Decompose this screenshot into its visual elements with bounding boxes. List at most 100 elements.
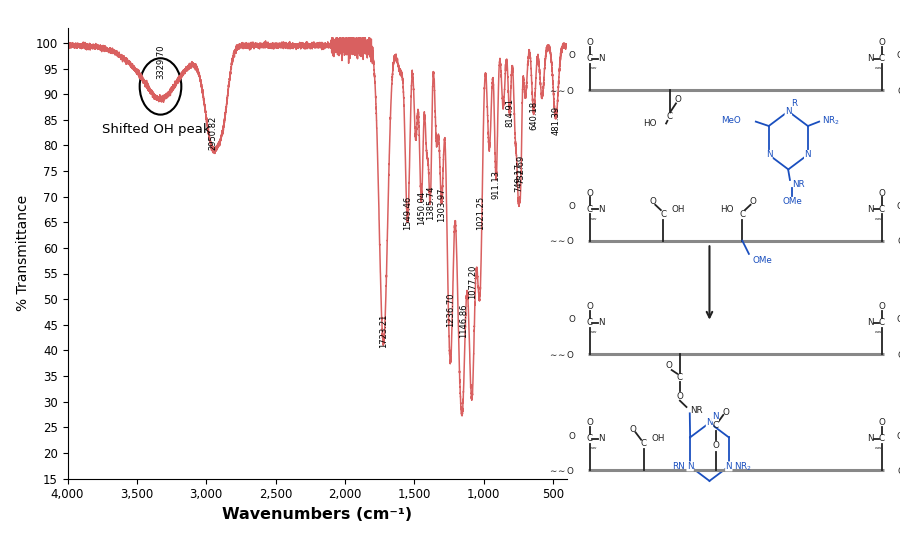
- Text: $_{ww}$: $_{ww}$: [874, 66, 882, 72]
- Text: N: N: [868, 54, 874, 63]
- Text: $_{ww}$: $_{ww}$: [590, 330, 598, 336]
- Text: HO: HO: [721, 205, 734, 213]
- Text: N: N: [706, 419, 713, 427]
- Text: C: C: [879, 205, 885, 213]
- Text: O: O: [713, 441, 719, 450]
- Text: $_{ww}$: $_{ww}$: [874, 446, 882, 452]
- Text: N: N: [598, 434, 604, 443]
- Text: O: O: [896, 432, 900, 441]
- Text: NR$_2$: NR$_2$: [823, 114, 841, 127]
- Text: $_{ww}$: $_{ww}$: [590, 446, 598, 452]
- Text: C: C: [677, 373, 683, 382]
- Text: C: C: [879, 54, 885, 63]
- Y-axis label: % Transmittance: % Transmittance: [16, 195, 30, 311]
- Text: C: C: [661, 210, 667, 219]
- Text: 1077.20: 1077.20: [469, 265, 478, 299]
- Text: 814.91: 814.91: [505, 98, 514, 128]
- Text: $\sim\!\!\sim$O: $\sim\!\!\sim$O: [548, 349, 575, 360]
- Text: O: O: [586, 38, 593, 47]
- Text: O: O: [896, 315, 900, 324]
- Text: O: O: [666, 361, 672, 370]
- Text: C: C: [641, 439, 647, 448]
- Text: N: N: [868, 205, 874, 213]
- Text: 2950.82: 2950.82: [209, 116, 218, 151]
- Text: O: O: [723, 408, 729, 417]
- Text: NR: NR: [689, 406, 702, 415]
- Text: O: O: [586, 302, 593, 311]
- Text: 3329.70: 3329.70: [156, 44, 165, 79]
- Text: O$\sim\!\!\sim$: O$\sim\!\!\sim$: [896, 235, 900, 246]
- Text: 911.13: 911.13: [491, 170, 500, 199]
- Text: O: O: [878, 419, 886, 427]
- Text: O$\sim\!\!\sim$: O$\sim\!\!\sim$: [896, 85, 900, 96]
- Text: O: O: [586, 189, 593, 197]
- Text: N: N: [868, 434, 874, 443]
- Text: $_{ww}$: $_{ww}$: [874, 217, 882, 223]
- Text: O: O: [568, 51, 575, 60]
- Text: RN: RN: [672, 462, 685, 471]
- Text: O: O: [878, 302, 886, 311]
- X-axis label: Wavenumbers (cm⁻¹): Wavenumbers (cm⁻¹): [222, 507, 412, 522]
- Text: C: C: [713, 421, 719, 430]
- Text: $_{ww}$: $_{ww}$: [590, 66, 598, 72]
- Text: O: O: [677, 392, 683, 401]
- Text: OH: OH: [671, 205, 685, 213]
- Text: 1303.97: 1303.97: [437, 188, 446, 222]
- Text: 481.39: 481.39: [551, 106, 560, 135]
- Text: O: O: [878, 189, 886, 197]
- Text: O: O: [568, 202, 575, 211]
- Text: C: C: [587, 318, 592, 327]
- Text: R: R: [791, 99, 797, 108]
- Text: N: N: [785, 107, 792, 116]
- Text: O$\sim\!\!\sim$: O$\sim\!\!\sim$: [896, 349, 900, 360]
- Text: $\sim\!\!\sim$O: $\sim\!\!\sim$O: [548, 235, 575, 246]
- Text: 640.18: 640.18: [529, 101, 538, 130]
- Text: $\sim\!\!\sim$O: $\sim\!\!\sim$O: [548, 85, 575, 96]
- Text: $_{ww}$: $_{ww}$: [590, 217, 598, 223]
- Text: C: C: [587, 205, 592, 213]
- Text: 1021.25: 1021.25: [476, 196, 485, 230]
- Text: N: N: [805, 150, 811, 159]
- Text: 732.69: 732.69: [517, 155, 526, 184]
- Text: NR: NR: [792, 180, 805, 189]
- Text: O: O: [896, 51, 900, 60]
- Text: $_{ww}$: $_{ww}$: [874, 330, 882, 336]
- Text: O: O: [675, 95, 681, 104]
- Text: N: N: [725, 462, 732, 471]
- Text: O: O: [586, 419, 593, 427]
- Text: HO: HO: [644, 119, 657, 128]
- Text: O: O: [629, 425, 636, 434]
- Text: N: N: [868, 318, 874, 327]
- Text: O: O: [568, 315, 575, 324]
- Text: C: C: [739, 210, 745, 219]
- Text: N: N: [766, 150, 772, 159]
- Text: OMe: OMe: [752, 256, 772, 265]
- Text: MeO: MeO: [721, 116, 741, 125]
- Text: O: O: [649, 197, 656, 206]
- Text: C: C: [879, 318, 885, 327]
- Text: O: O: [568, 432, 575, 441]
- Text: NR$_2$: NR$_2$: [734, 460, 752, 472]
- Text: 1146.86: 1146.86: [459, 303, 468, 338]
- Text: N: N: [687, 462, 693, 471]
- Text: 1385.74: 1385.74: [426, 185, 435, 219]
- Text: OH: OH: [652, 434, 665, 443]
- Text: C: C: [879, 434, 885, 443]
- Text: 1549.46: 1549.46: [403, 196, 412, 230]
- Text: 749.17: 749.17: [514, 162, 523, 191]
- Text: 1236.70: 1236.70: [446, 293, 455, 327]
- Text: 1450.04: 1450.04: [417, 191, 426, 225]
- Text: N: N: [598, 318, 604, 327]
- Text: N: N: [712, 412, 718, 421]
- Text: Shifted OH peak: Shifted OH peak: [103, 124, 211, 136]
- Text: C: C: [667, 112, 673, 121]
- Text: C: C: [587, 434, 592, 443]
- Text: N: N: [598, 205, 604, 213]
- Text: O: O: [878, 38, 886, 47]
- Text: 1723.21: 1723.21: [379, 314, 388, 348]
- Text: O: O: [896, 202, 900, 211]
- Text: OMe: OMe: [782, 196, 802, 206]
- Text: O: O: [750, 197, 757, 206]
- Text: O$\sim\!\!\sim$: O$\sim\!\!\sim$: [896, 465, 900, 476]
- Text: N: N: [598, 54, 604, 63]
